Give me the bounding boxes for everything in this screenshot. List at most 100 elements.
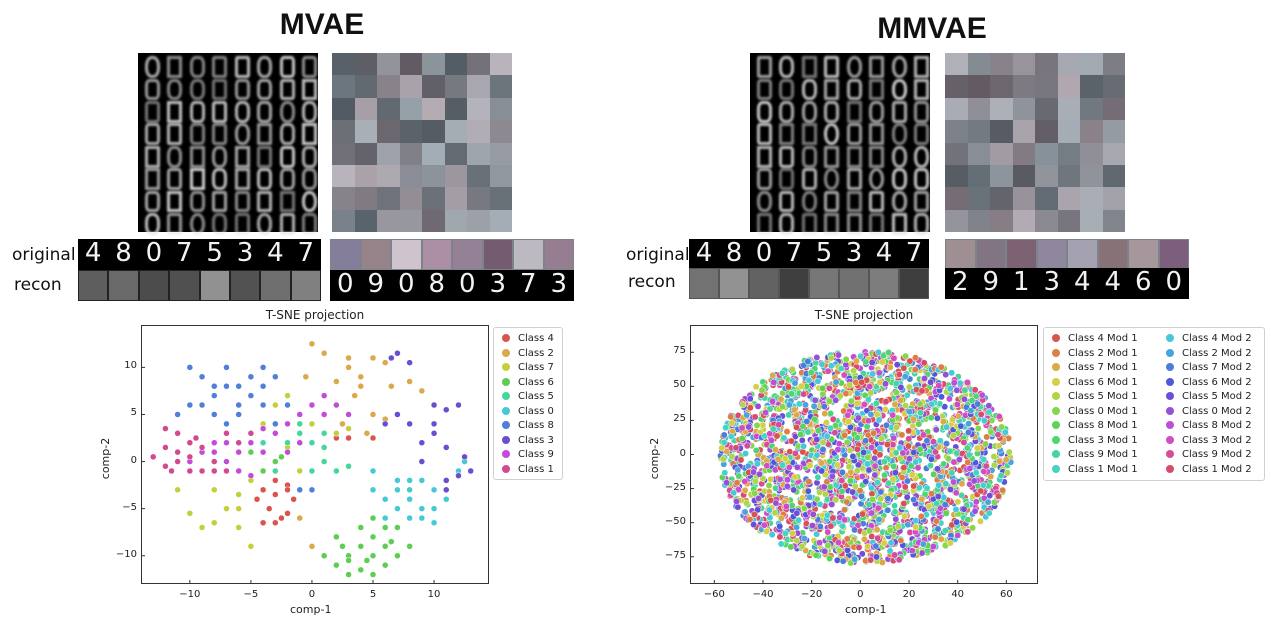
scatter-point [890,434,898,442]
scatter-point [950,458,958,466]
scatter-point [902,352,909,360]
scatter-point [800,504,808,512]
scatter-point [782,502,790,510]
scatter-point [976,517,984,525]
legend-item: Class 4 Mod 2 [1166,333,1252,344]
digit-label: 0 [336,269,354,299]
mnist-sample-cell [296,165,319,190]
legend-item: Class 2 [502,348,554,359]
strip-cell [720,269,748,298]
scatter-point [369,514,377,522]
digit-label: 0 [145,238,163,268]
scatter-point [272,430,279,437]
scatter-point [891,469,899,477]
scatter-point [874,534,882,542]
legend-label: Class 8 Mod 1 [1068,420,1138,431]
mnist-sample-cell [296,210,319,235]
scatter-point [811,415,819,423]
scatter-point [754,506,762,514]
scatter-point [211,458,218,465]
scatter-point [272,519,279,527]
strip-cell [946,240,975,269]
scatter-point [921,491,929,498]
scatter-point [394,552,401,559]
scatter-point [787,437,795,445]
scatter-point [186,510,194,517]
scatter-point [838,477,846,484]
svhn-sample-cell [467,97,490,121]
strip-cell [79,271,108,300]
mnist-sample-cell [795,210,818,235]
svhn-sample-cell [377,209,400,232]
digit-label: 3 [550,269,568,299]
legend-item: Class 7 [502,362,554,373]
strip-cell [1159,240,1188,269]
scatter-point [755,495,763,502]
y-tick-label: −10 [115,548,137,560]
scatter-point [186,467,194,475]
scatter-point [900,464,908,472]
legend-marker [502,406,510,415]
svhn-sample-cell [967,75,990,98]
digit-label: 1 [1012,267,1030,297]
scatter-point [858,550,866,558]
scatter-point [899,449,907,457]
scatter-point [780,434,788,442]
scatter-point [760,521,768,529]
scatter-point [320,411,328,418]
scatter-point [381,524,389,531]
legend-label: Class 0 Mod 2 [1182,405,1252,417]
scatter-point [892,379,900,387]
left-mnist-recon-strip [78,270,321,301]
right-xlabel: comp-1 [845,603,887,616]
scatter-point [884,495,892,503]
scatter-point [418,514,426,522]
scatter-point [722,424,730,432]
scatter-point [909,415,917,423]
svhn-sample-cell [1012,120,1035,143]
mnist-sample-cell [183,143,206,168]
scatter-point [162,463,169,470]
scatter-point [290,495,297,503]
scatter-point [893,389,901,397]
scatter-point [345,571,352,578]
scatter-point [980,417,988,425]
scatter-point [345,364,352,371]
svhn-sample-cell [967,120,990,143]
scatter-point [968,397,976,404]
scatter-point [829,415,837,423]
scatter-point [786,448,794,456]
mnist-sample-cell [138,53,161,78]
scatter-point [223,467,230,475]
strip-cell [1068,240,1097,269]
mnist-sample-cell [840,75,863,101]
scatter-point [963,444,971,452]
svhn-sample-cell [467,187,490,210]
svhn-sample-cell [1102,209,1125,232]
mnist-sample-cell [750,98,773,123]
svhn-sample-cell [967,53,990,76]
scatter-point [758,386,766,394]
scatter-point [406,378,413,385]
scatter-point [882,398,890,405]
mnist-sample-cell [206,210,229,235]
scatter-point [923,437,931,445]
scatter-point [345,425,352,432]
legend-item: Class 7 Mod 1 [1052,362,1138,373]
mnist-sample-cell [750,120,773,146]
digit-label: 7 [785,238,803,268]
scatter-point [174,430,181,437]
strip-cell: 8 [422,269,451,300]
scatter-point [418,387,426,395]
scatter-point [805,478,813,486]
scatter-point [730,489,738,497]
scatter-point [942,480,950,488]
scatter-point [727,413,735,421]
svhn-sample-cell [444,97,467,121]
mnist-sample-cell [750,143,773,168]
scatter-point [752,446,760,454]
scatter-point [895,556,903,564]
svhn-sample-cell [1057,120,1080,143]
svhn-sample-cell [990,75,1013,98]
legend-item: Class 1 Mod 1 [1052,464,1138,475]
